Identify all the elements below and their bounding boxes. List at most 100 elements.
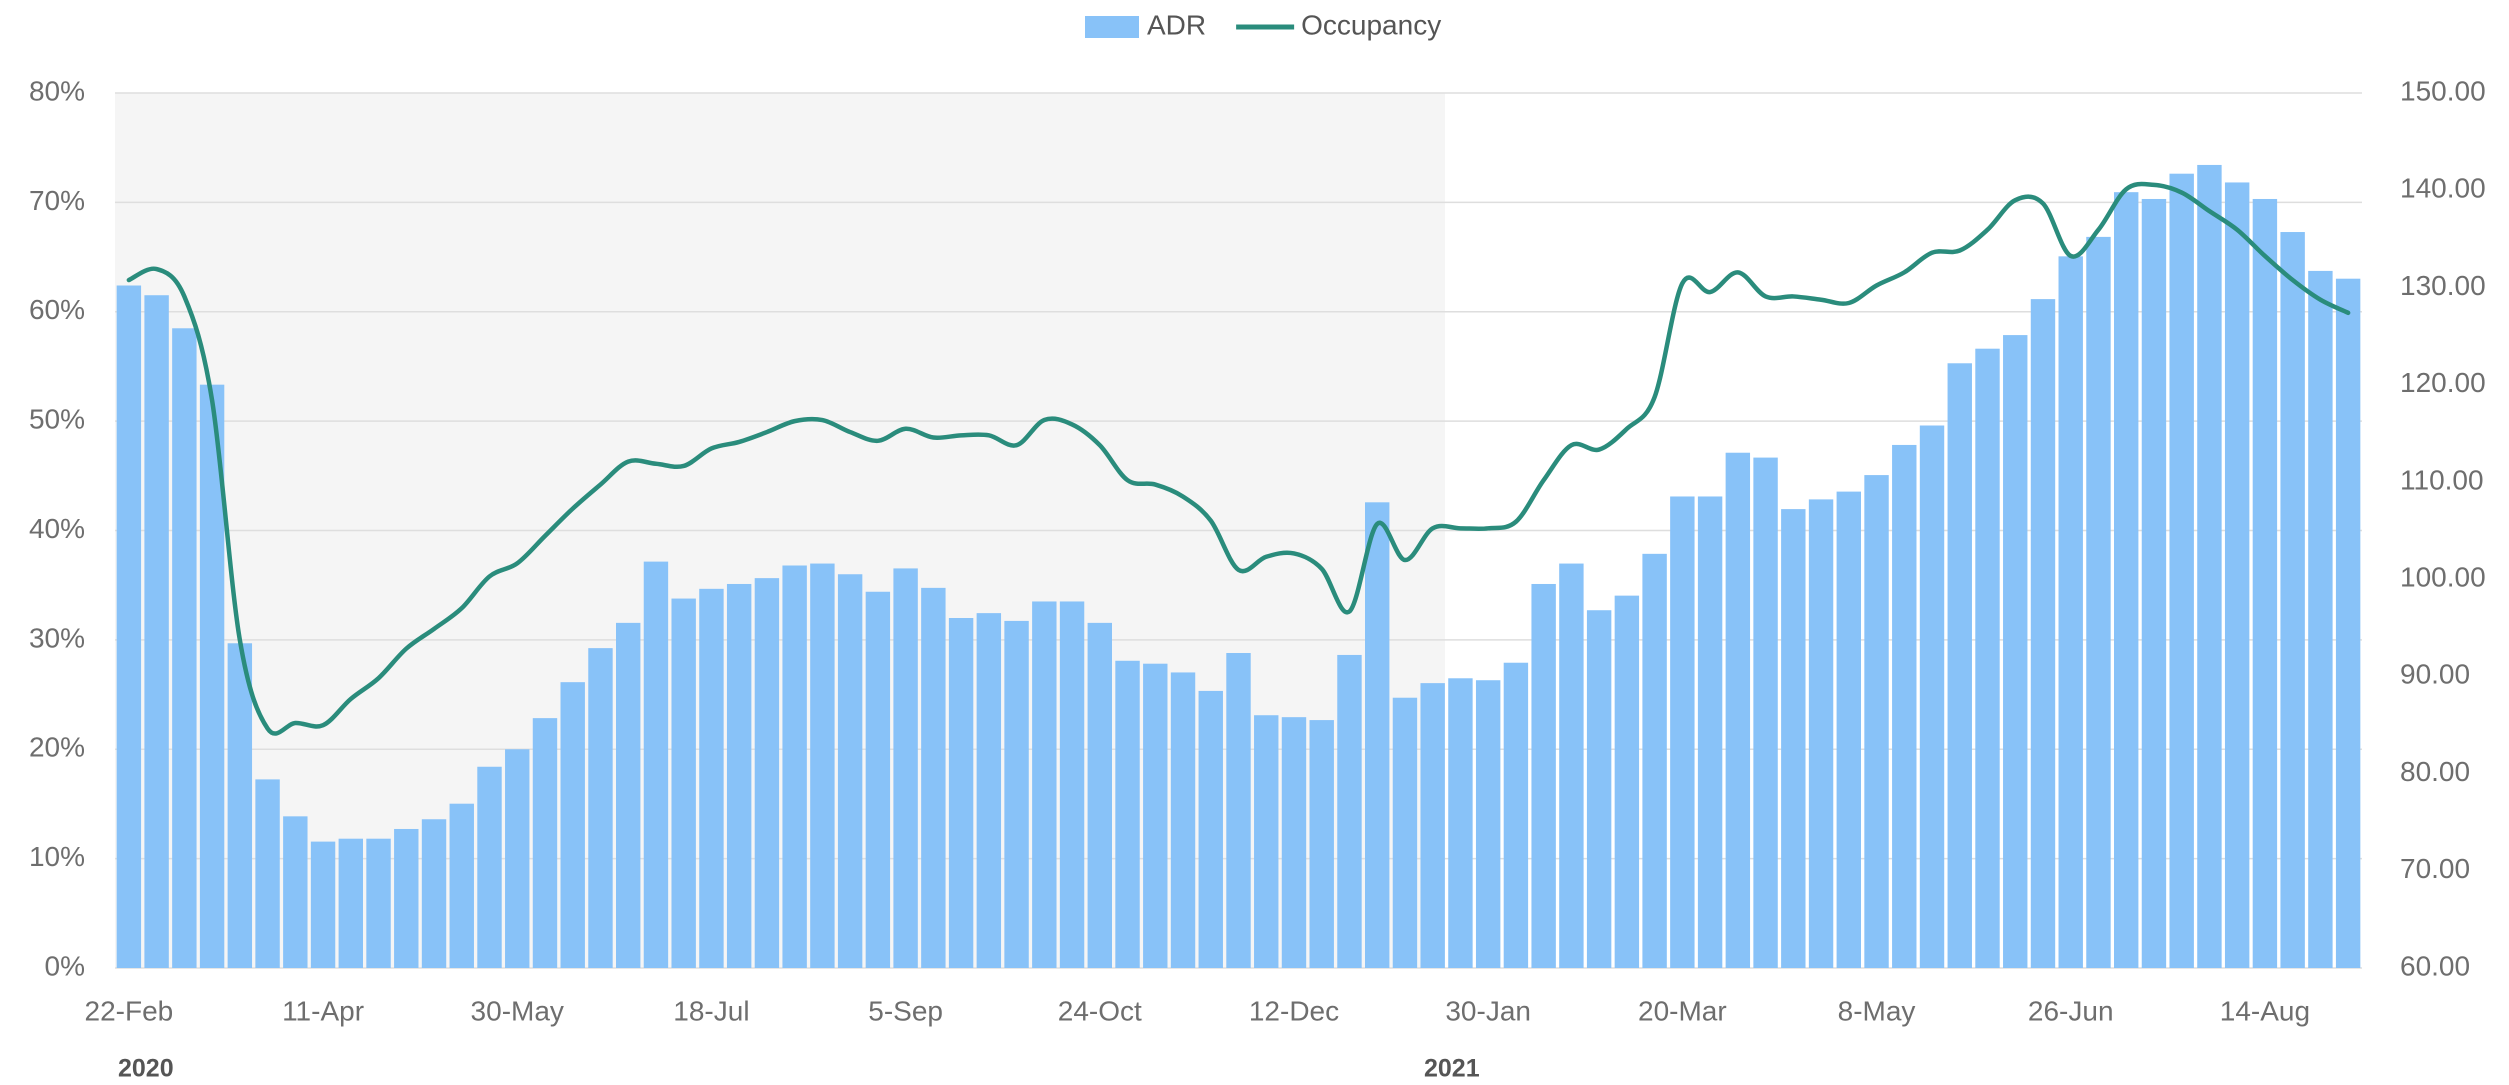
bar xyxy=(726,583,752,968)
bar xyxy=(588,648,613,968)
y-tick-label: 30% xyxy=(29,622,85,653)
x-tick-label: 30-May xyxy=(471,995,564,1026)
bar xyxy=(2224,182,2250,968)
bar xyxy=(1392,697,1418,968)
x-tick-label: 14-Aug xyxy=(2220,995,2310,1026)
bar xyxy=(505,749,530,968)
bar xyxy=(1753,457,1778,968)
bar xyxy=(310,841,336,968)
y-tick-label: 80% xyxy=(29,75,85,106)
y2-tick-label: 90.00 xyxy=(2400,659,2470,690)
bar xyxy=(1503,662,1529,968)
bar xyxy=(532,718,558,968)
bar xyxy=(116,285,142,968)
y-tick-label: 20% xyxy=(29,732,85,763)
bar xyxy=(477,766,502,968)
bar xyxy=(1531,583,1556,968)
bar xyxy=(837,574,863,968)
x-tick-label: 24-Oct xyxy=(1058,995,1142,1026)
bar xyxy=(1115,660,1140,968)
bar xyxy=(2030,299,2056,969)
legend-label: ADR xyxy=(1147,9,1206,40)
bar xyxy=(1420,683,1445,968)
line xyxy=(126,181,2351,736)
bar xyxy=(2280,232,2305,968)
bar xyxy=(1143,663,1168,968)
bar xyxy=(1364,502,1390,968)
bar xyxy=(1448,678,1473,968)
bar xyxy=(1559,563,1584,968)
year-label: 2021 xyxy=(1424,1055,1480,1083)
bar xyxy=(1254,715,1279,968)
bar xyxy=(1670,496,1695,968)
bar xyxy=(976,613,1002,968)
bar xyxy=(1919,425,1945,968)
y2-tick-label: 100.00 xyxy=(2400,562,2486,593)
y2-tick-label: 60.00 xyxy=(2400,950,2470,981)
bar xyxy=(2169,173,2194,968)
bar xyxy=(2335,278,2361,968)
bar xyxy=(2113,192,2139,968)
bar xyxy=(172,328,197,968)
legend-swatch xyxy=(1085,16,1139,38)
bar xyxy=(144,295,169,968)
bar xyxy=(1975,348,2000,968)
bar xyxy=(2086,236,2111,968)
y-tick-label: 50% xyxy=(29,404,85,435)
y2-tick-label: 140.00 xyxy=(2400,173,2486,204)
bar xyxy=(1226,653,1251,968)
x-tick-label: 8-May xyxy=(1838,995,1916,1026)
bar xyxy=(1808,499,1834,968)
bar xyxy=(1337,654,1362,968)
y-tick-label: 70% xyxy=(29,185,85,216)
bar xyxy=(754,578,780,968)
bar xyxy=(1614,595,1640,968)
bar xyxy=(2003,335,2028,968)
y2-tick-label: 70.00 xyxy=(2400,853,2470,884)
y2-tick-label: 110.00 xyxy=(2400,464,2484,495)
x-tick-label: 11-Apr xyxy=(282,995,364,1026)
bar xyxy=(1642,553,1667,968)
bar xyxy=(1004,620,1029,968)
bar xyxy=(1864,475,1889,968)
bar xyxy=(1475,680,1501,968)
bar xyxy=(338,838,364,968)
bar xyxy=(643,561,669,968)
bar xyxy=(255,779,280,968)
x-tick-label: 30-Jan xyxy=(1445,995,1531,1026)
bar xyxy=(2308,270,2333,969)
x-tick-label: 12-Dec xyxy=(1249,995,1339,1026)
bar xyxy=(893,568,918,968)
bar xyxy=(1836,491,1862,968)
bar xyxy=(2252,198,2278,968)
x-tick-label: 20-Mar xyxy=(1638,995,1727,1026)
bar xyxy=(560,682,585,968)
bar xyxy=(948,618,974,968)
bar xyxy=(394,828,419,968)
bar xyxy=(1198,690,1223,968)
bar xyxy=(227,643,253,968)
bar xyxy=(1281,717,1307,968)
bar xyxy=(1059,601,1085,968)
bar xyxy=(810,563,835,968)
y2-tick-label: 150.00 xyxy=(2400,75,2486,106)
x-tick-label: 18-Jul xyxy=(673,995,749,1026)
bar xyxy=(2058,256,2083,968)
bar xyxy=(421,819,447,968)
bar xyxy=(2197,164,2222,968)
y-tick-label: 0% xyxy=(45,950,85,981)
bar xyxy=(1586,610,1612,968)
bar xyxy=(2141,198,2167,968)
y2-tick-label: 80.00 xyxy=(2400,756,2470,787)
legend-label: Occupancy xyxy=(1301,9,1441,40)
bar xyxy=(1892,444,1917,968)
x-tick-label: 5-Sep xyxy=(868,995,943,1026)
bar xyxy=(1032,601,1057,968)
y2-tick-label: 130.00 xyxy=(2400,270,2486,301)
bar xyxy=(449,803,474,968)
bar xyxy=(1781,509,1806,968)
bar xyxy=(1087,622,1113,968)
y-tick-label: 60% xyxy=(29,294,85,325)
bar xyxy=(1725,452,1751,968)
year-label: 2020 xyxy=(118,1055,174,1083)
